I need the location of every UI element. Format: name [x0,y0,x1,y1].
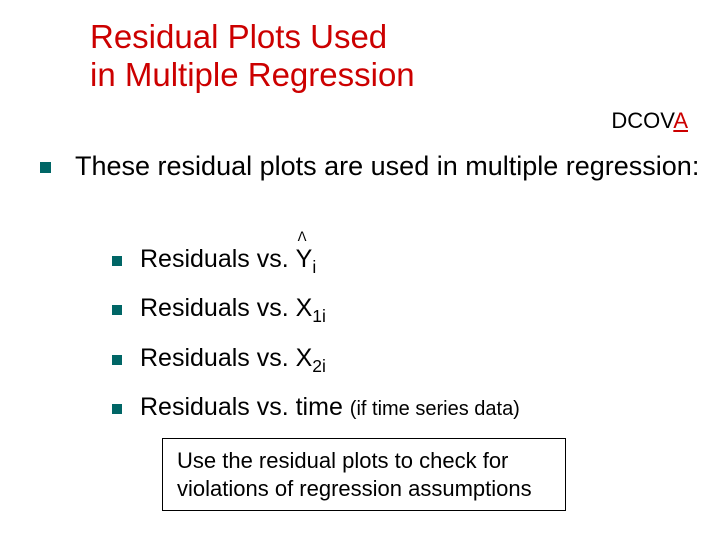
title-line-2: in Multiple Regression [90,56,415,93]
dcova-prefix: DCOV [611,108,673,133]
sub-item-4-paren: (if time series data) [350,398,520,420]
sub-item-3-text: Residuals vs. X2i [140,343,326,374]
sub-item-2-prefix: Residuals vs. X [140,294,312,322]
subscript-2i: 2i [312,356,326,376]
bullet-icon [112,305,122,315]
sub-item-1-text: Residuals vs. ᐱYi [140,244,316,275]
sub-item-3: Residuals vs. X2i [112,343,520,374]
sub-item-3-prefix: Residuals vs. X [140,344,312,372]
dcova-label: DCOVA [611,108,688,134]
y-hat-symbol: ᐱY [296,244,313,275]
main-bullet-text: These residual plots are used in multipl… [75,150,699,184]
sub-item-4: Residuals vs. time (if time series data) [112,392,520,423]
sub-bullet-list: Residuals vs. ᐱYi Residuals vs. X1i Resi… [112,244,520,441]
dcova-a: A [673,108,688,133]
sub-item-4-text: Residuals vs. time (if time series data) [140,392,520,423]
sub-item-2: Residuals vs. X1i [112,293,520,324]
subscript-i: i [312,257,316,277]
bullet-icon [40,162,51,173]
main-bullet-row: These residual plots are used in multipl… [40,150,699,184]
slide-title: Residual Plots Used in Multiple Regressi… [90,18,415,94]
sub-item-4-main: Residuals vs. time [140,393,350,421]
title-line-1: Residual Plots Used [90,18,387,55]
sub-item-1: Residuals vs. ᐱYi [112,244,520,275]
note-text: Use the residual plots to check for viol… [177,448,532,501]
note-box: Use the residual plots to check for viol… [162,438,566,511]
bullet-icon [112,404,122,414]
subscript-1i: 1i [312,306,326,326]
sub-item-2-text: Residuals vs. X1i [140,293,326,324]
bullet-icon [112,256,122,266]
caret-icon: ᐱ [298,230,307,243]
sub-item-1-prefix: Residuals vs. [140,245,296,273]
y-letter: Y [296,245,313,273]
bullet-icon [112,355,122,365]
